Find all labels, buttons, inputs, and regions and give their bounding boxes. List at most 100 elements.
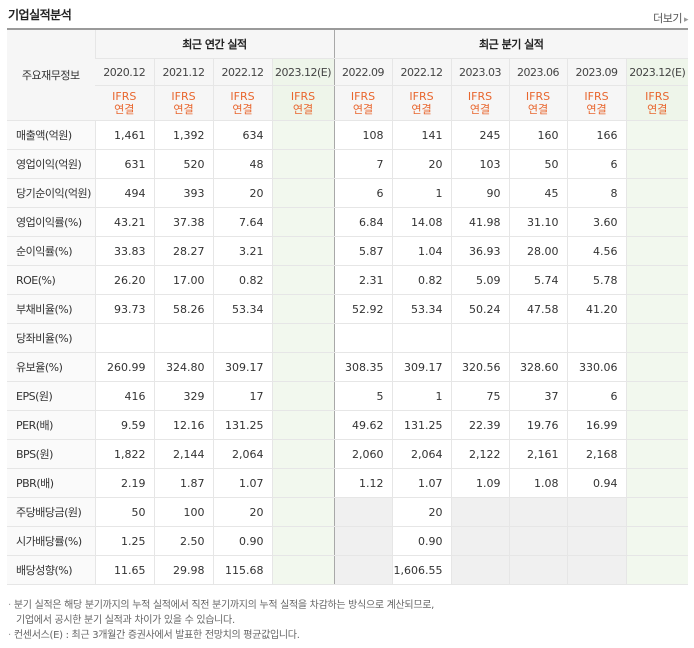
annual-value-cell: 329 [153,381,213,411]
quarter-value-cell [450,323,509,353]
quarter-period-header: 2023.12(E) [625,58,688,86]
annual-value-cell: 48 [212,149,272,179]
note-line-3: 컨센서스(E) : 최근 3개월간 증권사에서 발표한 전망치의 평균값입니다. [13,630,300,641]
quarter-value-cell [625,120,688,150]
quarter-value-cell [625,265,688,295]
quarter-value-cell [625,178,688,208]
bullet-icon: · [8,630,11,641]
quarter-basis-header: IFRS 연결 [566,85,626,121]
quarter-value-cell [625,294,688,324]
annual-period-header: 2020.12 [95,58,154,86]
basis-consolidated-label: 연결 [232,103,253,116]
quarter-value-cell: 328.60 [508,352,567,382]
table-row: BPS(원) 1,822 2,144 2,064 2,060 2,064 2,122 2,16… [7,439,688,469]
annual-value-cell: 2.19 [94,468,154,498]
quarter-basis-header: IFRS 연결 [391,85,451,121]
quarter-value-cell [625,439,688,469]
row-label: 시가배당률(%) [7,526,95,556]
annual-period-header: 2022.12 [212,58,272,86]
quarter-value-cell [508,555,567,585]
financial-table: 주요재무정보 최근 연간 실적 최근 분기 실적 2020.12 2021.12 2… [7,28,688,585]
row-label: EPS(원) [7,381,95,411]
chevron-right-icon: ▸ [683,15,689,25]
quarter-value-cell: 103 [450,149,509,179]
quarter-value-cell: 7 [333,149,392,179]
annual-value-cell [271,439,334,469]
quarter-value-cell: 2,060 [333,439,392,469]
annual-value-cell: 20 [212,497,272,527]
table-row: 당좌비율(%) [7,323,688,353]
more-link[interactable]: 더보기 ▸ [653,10,688,26]
quarter-value-cell: 28.00 [508,236,567,266]
annual-value-cell [271,468,334,498]
annual-value-cell: 115.68 [212,555,272,585]
annual-value-cell: 1.87 [153,468,213,498]
annual-value-cell: 0.90 [212,526,272,556]
annual-basis-header: IFRS 연결 [153,85,213,121]
annual-group-header: 최근 연간 실적 [94,29,334,59]
annual-value-cell: 17.00 [153,265,213,295]
table-row: 유보율(%) 260.99 324.80 309.17 308.35 309.17 320.… [7,352,688,382]
quarter-value-cell: 2,161 [508,439,567,469]
quarter-value-cell [333,555,392,585]
table-row: 시가배당률(%) 1.25 2.50 0.90 0.90 [7,526,688,556]
basis-consolidated-label: 연결 [527,103,549,116]
annual-value-cell: 2,064 [212,439,272,469]
quarter-value-cell: 4.56 [566,236,626,266]
annual-value-cell [271,178,334,208]
quarter-value-cell [566,323,626,353]
bullet-icon: · [8,600,11,611]
period-header-row: 2020.12 2021.12 2022.12 2023.12(E) 2022.09 20… [7,58,688,86]
annual-value-cell: 1,392 [153,120,213,150]
quarter-value-cell [625,555,688,585]
quarter-value-cell: 1.08 [508,468,567,498]
annual-value-cell: 131.25 [212,410,272,440]
row-label: 매출액(억원) [7,120,95,150]
quarter-value-cell: 6 [566,381,626,411]
row-label: 영업이익(억원) [7,149,95,179]
table-row: ROE(%) 26.20 17.00 0.82 2.31 0.82 5.09 5.74 5.78 [7,265,688,295]
basis-ifrs-label: IFRS [409,90,434,103]
annual-value-cell: 17 [212,381,272,411]
quarter-value-cell: 166 [566,120,626,150]
annual-value-cell: 28.27 [153,236,213,266]
annual-period-header: 2021.12 [153,58,213,86]
quarter-value-cell [625,410,688,440]
row-label-header: 주요재무정보 [7,29,95,121]
quarter-value-cell: 50.24 [450,294,509,324]
basis-ifrs-label: IFRS [350,90,376,103]
annual-value-cell: 1,461 [94,120,154,150]
more-link-label: 더보기 [653,12,682,25]
quarter-value-cell: 45 [508,178,567,208]
basis-consolidated-label: 연결 [647,103,668,116]
annual-value-cell: 9.59 [94,410,154,440]
basis-header-row: IFRS 연결 IFRS 연결 IFRS 연결 IFRS 연결 IFRS 연결 IFRS 연결 IFRS… [7,85,688,121]
quarter-value-cell [450,497,509,527]
quarter-value-cell: 330.06 [566,352,626,382]
quarter-value-cell: 131.25 [391,410,451,440]
quarter-value-cell: 2,122 [450,439,509,469]
quarter-value-cell: 141 [391,120,451,150]
quarter-value-cell [625,149,688,179]
quarter-value-cell [333,497,392,527]
quarter-value-cell: 90 [450,178,509,208]
quarter-value-cell: 20 [391,497,451,527]
annual-basis-header: IFRS 연결 [212,85,272,121]
quarter-value-cell [625,497,688,527]
quarter-value-cell: 36.93 [450,236,509,266]
annual-value-cell: 29.98 [153,555,213,585]
quarter-value-cell: 41.20 [566,294,626,324]
basis-ifrs-label: IFRS [525,90,551,103]
quarter-value-cell [625,207,688,237]
quarter-value-cell: 41.98 [450,207,509,237]
basis-ifrs-label: IFRS [230,90,255,103]
quarter-value-cell: 5.74 [508,265,567,295]
basis-consolidated-label: 연결 [292,103,314,116]
annual-value-cell: 1,822 [94,439,154,469]
basis-ifrs-label: IFRS [467,90,493,103]
annual-value-cell: 520 [153,149,213,179]
row-label: 당좌비율(%) [7,323,95,353]
basis-consolidated-label: 연결 [114,103,135,116]
row-label: PER(배) [7,410,95,440]
quarter-value-cell [566,555,626,585]
